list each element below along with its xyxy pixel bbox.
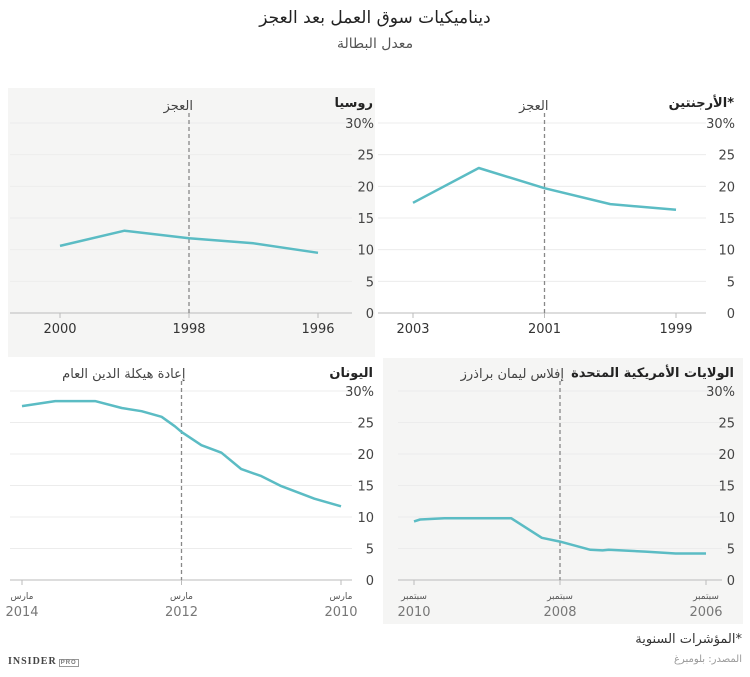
y-tick-label: 20 [718,448,735,463]
y-tick-label: 20 [357,448,374,463]
event-label: إفلاس ليمان براذرز [460,367,564,382]
event-label: العجز [163,99,193,114]
chart-subtitle: معدل البطالة [336,36,414,52]
x-tick-label: 2001 [528,322,561,337]
y-tick-label: 5 [366,543,374,558]
y-tick-label: 0 [366,307,374,322]
x-tick-label: 2012 [165,605,198,620]
x-tick-month: مارس [330,592,353,602]
data-line-argentina [412,166,677,212]
x-tick-label: 2003 [396,322,429,337]
panel-title: الأرجنتين* [669,94,735,111]
x-tick-label: 2000 [43,322,76,337]
y-tick-label: 25 [718,149,735,164]
y-tick-label: 10 [718,511,735,526]
event-label: إعادة هيكلة الدين العام [62,367,185,382]
y-tick-label: 30% [345,117,374,132]
x-tick-label: 2010 [397,605,430,620]
source-note: المصدر: بلومبرغ [673,654,742,665]
y-tick-label: 0 [366,574,374,589]
y-tick-label: 15 [718,480,735,495]
panel-usa: 0 5 10 15 20 25 30% سبتمبر 2010 سبتمبر 2008 سبتمبر 2… [383,358,743,624]
x-tick-label: 1999 [659,322,692,337]
x-tick-month: مارس [11,592,34,602]
y-tick-label: 5 [366,275,374,290]
event-label: العجز [518,99,548,114]
y-tick-label: 5 [727,275,735,290]
x-tick-label: 2014 [5,605,38,620]
y-tick-label: 30% [706,117,735,132]
y-tick-label: 20 [357,180,374,195]
x-tick-label: 2010 [324,605,357,620]
x-tick-month: سبتمبر [692,592,719,602]
y-tick-label: 0 [727,574,735,589]
x-tick-month: سبتمبر [546,592,573,602]
x-tick-label: 2008 [543,605,576,620]
y-tick-label: 5 [727,543,735,558]
y-tick-label: 10 [357,511,374,526]
y-tick-label: 25 [357,149,374,164]
y-tick-label: 0 [727,307,735,322]
y-tick-label: 20 [718,180,735,195]
panel-argentina: 0 5 10 15 20 25 30% 2003 2001 1999 الأرجنتين* العجز [378,94,735,337]
panel-background [383,358,743,624]
y-tick-label: 15 [718,212,735,227]
panel-title: اليونان [329,366,373,381]
footnote: *المؤشرات السنوية [635,632,742,647]
x-tick-month: سبتمبر [400,592,427,602]
x-tick-label: 2006 [689,605,722,620]
panel-background [8,88,375,357]
y-tick-label: 25 [357,417,374,432]
panel-russia: 0 5 10 15 20 25 30% 2000 1998 1996 روسيا العجز [8,88,375,357]
y-tick-label: 25 [718,417,735,432]
insider-logo: INSIDER PRO [8,656,79,667]
x-tick-label: 1998 [172,322,205,337]
y-tick-label: 15 [357,212,374,227]
y-tick-label: 30% [706,385,735,400]
panel-title: الولايات الأمريكية المتحدة [571,364,734,381]
data-line-usa [413,517,706,555]
panel-greece: 0 5 10 15 20 25 30% مارس 2014 مارس 2012 مارس 2010 الي… [5,366,374,620]
y-tick-label: 15 [357,480,374,495]
y-tick-label: 10 [718,244,735,259]
chart-title: ديناميكيات سوق العمل بعد العجز [259,8,491,28]
y-tick-label: 30% [345,385,374,400]
x-tick-label: 1996 [301,322,334,337]
pro-badge: PRO [58,659,79,667]
x-tick-month: مارس [170,592,193,602]
y-tick-label: 10 [357,244,374,259]
panel-title: روسيا [334,96,373,111]
